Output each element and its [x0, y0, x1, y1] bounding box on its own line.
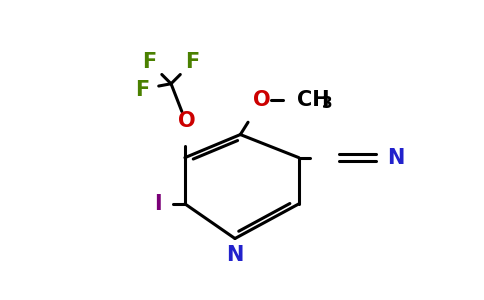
Text: N: N	[227, 245, 243, 266]
Text: O: O	[178, 111, 195, 131]
Text: F: F	[185, 52, 200, 72]
Text: 3: 3	[322, 96, 333, 111]
Text: N: N	[387, 148, 404, 168]
Text: I: I	[154, 194, 162, 214]
Text: F: F	[135, 80, 149, 100]
Text: O: O	[253, 90, 271, 110]
Text: F: F	[142, 52, 157, 72]
Text: CH: CH	[297, 90, 329, 110]
